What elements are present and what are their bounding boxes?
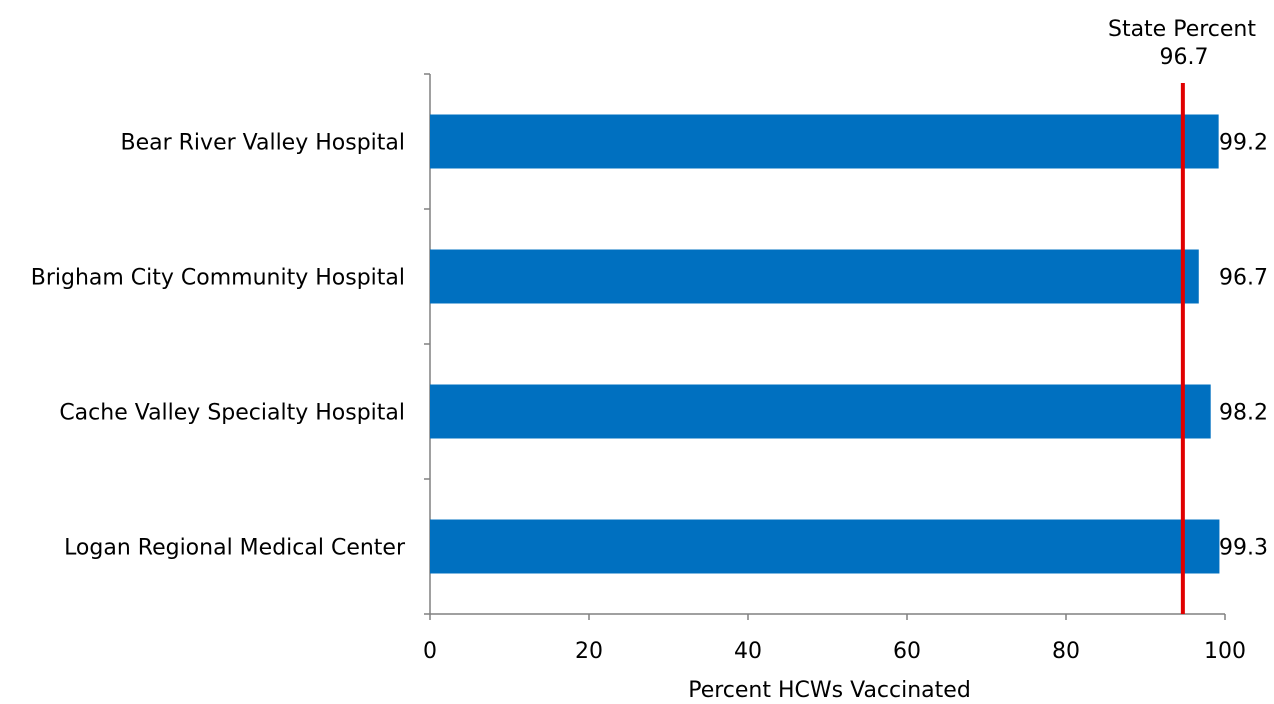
x-tick-label: 60 [893, 639, 921, 664]
bar [430, 384, 1211, 439]
x-tick-label: 100 [1204, 639, 1246, 664]
bar [430, 114, 1219, 169]
state-percent-label: State Percent [1108, 17, 1256, 42]
data-label: 96.7 [1219, 266, 1268, 291]
category-label: Logan Regional Medical Center [64, 536, 406, 561]
category-label: Cache Valley Specialty Hospital [59, 401, 405, 426]
bar [430, 249, 1199, 304]
data-label: 99.2 [1219, 131, 1268, 156]
x-axis-title: Percent HCWs Vaccinated [688, 678, 971, 703]
x-tick-label: 40 [734, 639, 762, 664]
x-tick-label: 20 [575, 639, 603, 664]
data-label: 99.3 [1219, 536, 1268, 561]
state-percent-value: 96.7 [1160, 45, 1209, 70]
x-tick-label: 0 [423, 639, 437, 664]
bar [430, 519, 1220, 574]
data-label: 98.2 [1219, 401, 1268, 426]
category-label: Brigham City Community Hospital [31, 266, 405, 291]
category-label: Bear River Valley Hospital [121, 131, 406, 156]
x-tick-label: 80 [1052, 639, 1080, 664]
